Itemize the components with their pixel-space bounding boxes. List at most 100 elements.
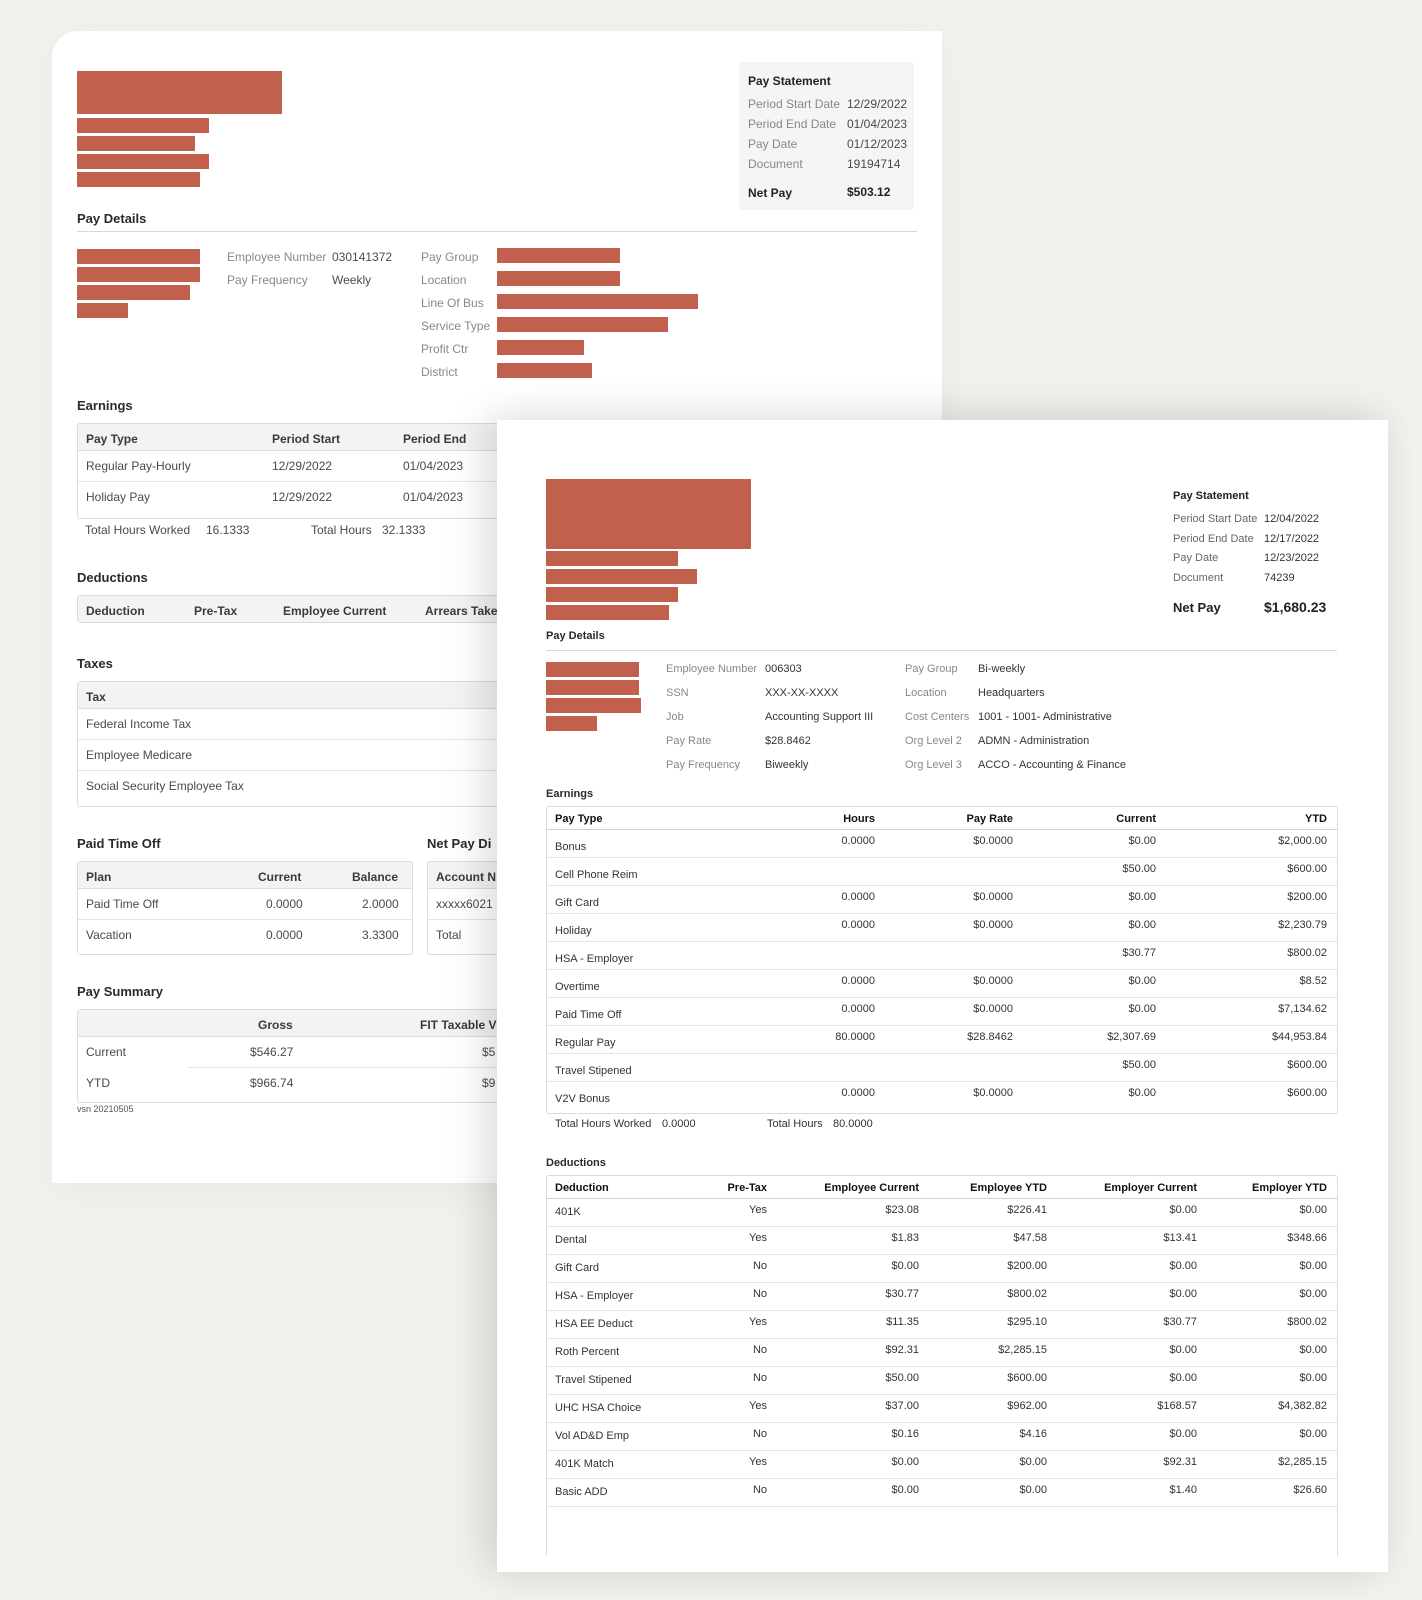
period-start-value: 12/04/2022 — [1264, 513, 1320, 525]
deduction-pre-tax: No — [752, 1428, 767, 1440]
job-value: Accounting Support III — [765, 711, 874, 723]
earning-ytd: $7,134.62 — [1278, 1003, 1327, 1015]
summary-current-gross: $546.27 — [250, 1045, 294, 1059]
deduction-employer-current: $0.00 — [1169, 1344, 1197, 1356]
tax-row: Employee Medicare — [86, 748, 193, 762]
earning-hours: 0.0000 — [841, 1087, 875, 1099]
col-plan: Plan — [86, 870, 112, 884]
redacted-line-of-bus — [497, 294, 698, 309]
row-divider — [547, 1053, 1337, 1054]
col-hours: Hours — [843, 813, 875, 825]
col-ytd: YTD — [1305, 813, 1327, 825]
summary-ytd-fit: $9 — [482, 1076, 496, 1090]
row-divider — [188, 1067, 558, 1068]
period-end-label: Period End Date — [1173, 533, 1254, 545]
deduction-employer-ytd: $800.02 — [1287, 1316, 1327, 1328]
deduction-employee-ytd: $226.41 — [1007, 1204, 1047, 1216]
pay-statement-title: Pay Statement — [748, 74, 831, 88]
deduction-employer-ytd: $0.00 — [1299, 1260, 1327, 1272]
deduction-employee-ytd: $200.00 — [1007, 1260, 1047, 1272]
table-header — [78, 596, 558, 622]
earning-current: $30.77 — [1122, 947, 1156, 959]
deduction-name: UHC HSA Choice — [555, 1402, 642, 1414]
deduction-pre-tax: Yes — [749, 1400, 767, 1412]
earning-ytd: $600.00 — [1287, 1087, 1327, 1099]
earnings-table: Pay Type Period Start Period End Regular… — [77, 423, 559, 519]
pay-frequency-label: Pay Frequency — [227, 273, 308, 287]
deduction-employer-ytd: $348.66 — [1287, 1232, 1327, 1244]
row-divider — [547, 857, 1337, 858]
deduction-employee-ytd: $295.10 — [1007, 1316, 1047, 1328]
deduction-pre-tax: Yes — [749, 1316, 767, 1328]
earning-pay-rate: $0.0000 — [973, 1087, 1013, 1099]
deduction-employee-ytd: $47.58 — [1013, 1232, 1047, 1244]
row-divider — [547, 1478, 1337, 1479]
deduction-employer-ytd: $0.00 — [1299, 1372, 1327, 1384]
earning-current: $50.00 — [1122, 1059, 1156, 1071]
row-divider — [547, 1422, 1337, 1423]
table-header — [78, 1010, 558, 1037]
header-divider — [547, 1198, 1337, 1199]
deduction-pre-tax: Yes — [749, 1232, 767, 1244]
earning-pay-rate: $0.0000 — [973, 835, 1013, 847]
period-start-value: 12/29/2022 — [847, 97, 908, 111]
col-pay-type: Pay Type — [86, 432, 138, 446]
deduction-employee-current: $37.00 — [885, 1400, 919, 1412]
header-divider — [547, 829, 1337, 830]
earning-pay-rate: $0.0000 — [973, 1003, 1013, 1015]
col-current: Current — [1116, 813, 1156, 825]
earnings-title: Earnings — [546, 788, 594, 800]
total-hours-label: Total Hours — [311, 523, 372, 537]
taxes-table: Tax Federal Income Tax Employee Medicare… — [77, 681, 559, 807]
deduction-name: Gift Card — [555, 1262, 600, 1274]
redacted-address-line — [77, 154, 209, 169]
deduction-name: Roth Percent — [555, 1346, 620, 1358]
earning-hours: 0.0000 — [841, 919, 875, 931]
pay-statement-box: Pay Statement Period Start Date 12/29/20… — [739, 62, 914, 210]
deduction-employee-current: $0.00 — [891, 1260, 919, 1272]
table-header — [78, 424, 558, 451]
earning-current: $0.00 — [1128, 1087, 1156, 1099]
pay-group-label: Pay Group — [905, 663, 958, 675]
row-divider — [547, 997, 1337, 998]
net-pay-label: Net Pay — [1173, 600, 1221, 615]
total-hours-worked-label: Total Hours Worked — [555, 1118, 652, 1130]
deduction-employer-ytd: $0.00 — [1299, 1428, 1327, 1440]
deduction-employee-current: $11.35 — [886, 1316, 919, 1328]
redacted-employee-address — [77, 285, 190, 300]
col-pay-rate: Pay Rate — [966, 813, 1013, 825]
earning-type: Holiday — [555, 925, 592, 937]
deduction-employee-current: $50.00 — [885, 1372, 919, 1384]
row-divider — [547, 1025, 1337, 1026]
row-divider — [78, 481, 558, 482]
pay-summary-title: Pay Summary — [77, 984, 163, 999]
col-employee-current: Employee Current — [824, 1182, 919, 1194]
deduction-employer-current: $0.00 — [1169, 1204, 1197, 1216]
earning-current: $0.00 — [1128, 835, 1156, 847]
earnings-table: Pay Type Hours Pay Rate Current YTD Bonu… — [546, 806, 1338, 1114]
deduction-employer-ytd: $4,382.82 — [1278, 1400, 1327, 1412]
table-header — [78, 862, 412, 889]
earning-ytd: $600.00 — [1287, 863, 1327, 875]
summary-ytd-label: YTD — [86, 1076, 110, 1090]
pto-plan: Paid Time Off — [86, 897, 159, 911]
period-end-value: 01/04/2023 — [847, 117, 908, 131]
employee-number-label: Employee Number — [666, 663, 758, 675]
row-divider — [547, 1450, 1337, 1451]
net-pay-value: $503.12 — [847, 185, 891, 199]
earning-end: 01/04/2023 — [403, 490, 464, 504]
line-of-bus-label: Line Of Bus — [421, 296, 484, 310]
job-label: Job — [666, 711, 684, 723]
document-value: 19194714 — [847, 157, 901, 171]
row-divider — [547, 1338, 1337, 1339]
redacted-address-line — [77, 172, 200, 187]
account-total: Total — [436, 928, 462, 942]
pay-date-value: 12/23/2022 — [1264, 552, 1320, 564]
earning-ytd: $44,953.84 — [1271, 1031, 1327, 1043]
pay-frequency-label: Pay Frequency — [666, 759, 740, 771]
period-end-value: 12/17/2022 — [1264, 533, 1320, 545]
deduction-employee-current: $0.00 — [891, 1456, 919, 1468]
deduction-employer-current: $13.41 — [1163, 1232, 1197, 1244]
row-divider — [547, 1226, 1337, 1227]
earning-hours: 80.0000 — [835, 1031, 875, 1043]
